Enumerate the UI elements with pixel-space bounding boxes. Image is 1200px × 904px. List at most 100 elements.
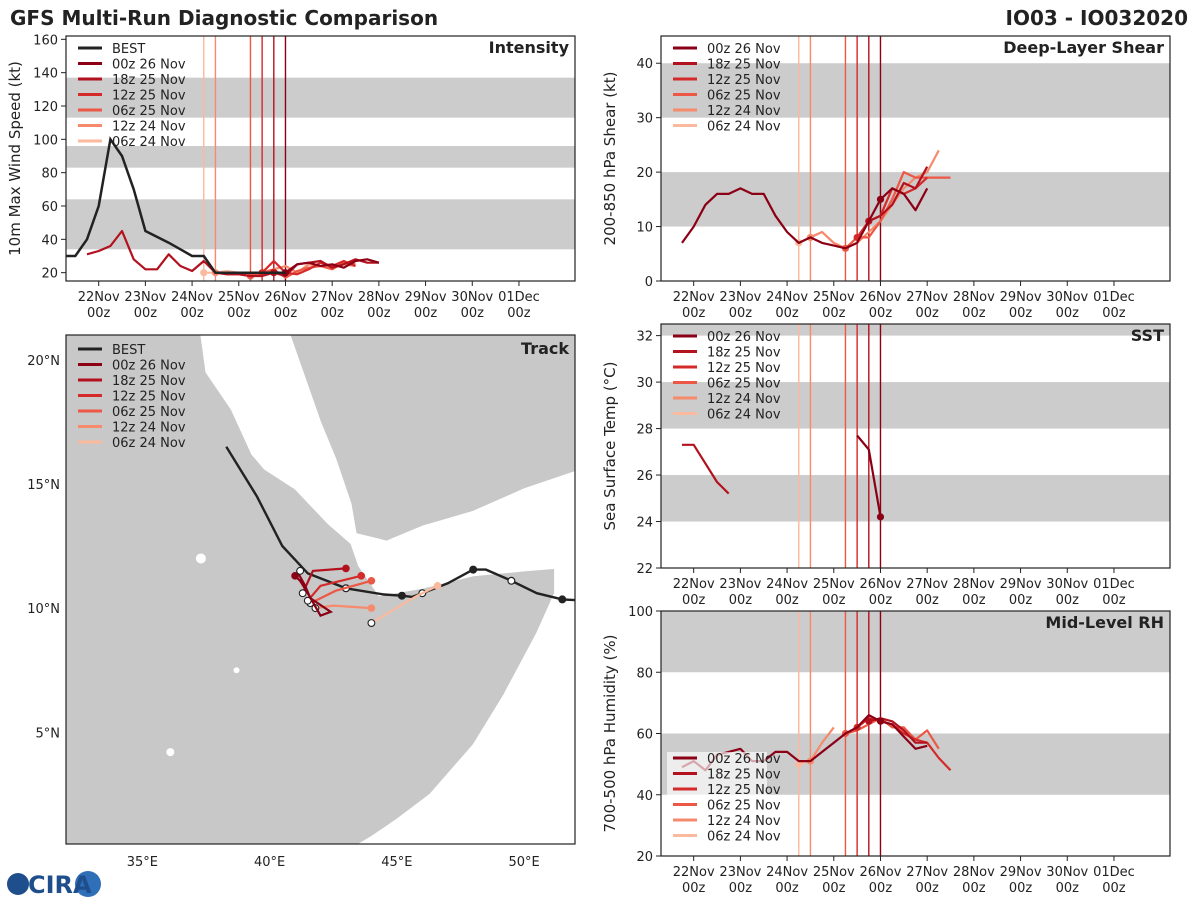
intensity-series-1 [86, 229, 379, 278]
sst-legend-label: 12z 25 Nov [707, 361, 781, 376]
intensity-legend-label: 12z 24 Nov [112, 120, 186, 135]
rh-xtick-hour: 00z [682, 881, 706, 896]
track-best-point [558, 595, 567, 604]
shear-xtick-date: 29Nov [1000, 290, 1042, 305]
intensity-xtick-hour: 00z [227, 306, 251, 321]
intensity-xtick-hour: 00z [461, 306, 485, 321]
rh-xtick-date: 30Nov [1046, 865, 1088, 880]
sst-legend-label: 06z 24 Nov [707, 408, 781, 423]
track-series-end-4 [367, 604, 376, 612]
shear-xtick-date: 25Nov [813, 290, 855, 305]
intensity-band-2 [66, 77, 575, 118]
shear-ytick-label: 30 [636, 112, 653, 127]
sst-ytick-label: 32 [636, 330, 653, 345]
sst-band-1 [661, 382, 1170, 429]
intensity-ytick-label: 140 [33, 67, 58, 82]
rh-panel: 2040608010022Nov00z23Nov00z24Nov00z25Nov… [601, 605, 1171, 896]
sst-series-1 [682, 443, 730, 495]
intensity-xtick-date: 01Dec [498, 290, 540, 305]
intensity-band-1 [66, 146, 575, 168]
shear-xtick-hour: 00z [822, 306, 846, 321]
track-xtick-label: 40°E [254, 855, 285, 870]
sst-xtick-hour: 00z [869, 593, 893, 608]
intensity-xtick-hour: 00z [320, 306, 344, 321]
sst-xtick-date: 22Nov [673, 577, 715, 592]
rh-legend-label: 12z 24 Nov [707, 814, 781, 829]
shear-xtick-date: 01Dec [1093, 290, 1135, 305]
rh-xtick-date: 28Nov [953, 865, 995, 880]
sst-init-point-0 [876, 513, 885, 521]
sst-xtick-hour: 00z [962, 593, 986, 608]
track-series-0 [294, 569, 334, 617]
rh-xtick-date: 22Nov [673, 865, 715, 880]
shear-xtick-hour: 00z [1102, 306, 1126, 321]
sst-legend-label: 06z 25 Nov [707, 377, 781, 392]
track-land-0 [66, 335, 556, 844]
intensity-title: Intensity [489, 38, 570, 57]
intensity-legend-label: 00z 26 Nov [112, 58, 186, 73]
sst-xtick-date: 23Nov [719, 577, 761, 592]
shear-frame [660, 35, 1171, 282]
shear-xtick-date: 27Nov [906, 290, 948, 305]
rh-legend-bg [667, 798, 767, 814]
track-ytick-label: 5°N [36, 726, 61, 741]
shear-xtick-hour: 00z [729, 306, 753, 321]
track-series-start-5 [367, 619, 376, 627]
rh-legend-bg [667, 829, 767, 845]
track-legend-label: 12z 25 Nov [112, 390, 186, 405]
shear-series-1 [868, 166, 929, 223]
rh-xtick-hour: 00z [1056, 881, 1080, 896]
track-legend-label: 06z 25 Nov [112, 405, 186, 420]
shear-legend-label: 00z 26 Nov [707, 42, 781, 57]
track-legend-label: BEST [112, 343, 145, 358]
rh-series-4 [809, 726, 835, 762]
sst-legend-label: 00z 26 Nov [707, 330, 781, 345]
track-series-5 [370, 584, 439, 624]
sst-panel: 22242628303222Nov00z23Nov00z24Nov00z25No… [601, 323, 1171, 608]
track-map-group [66, 335, 575, 844]
sst-series-group [682, 434, 885, 521]
track-land-1 [289, 335, 575, 542]
rh-ytick-label: 100 [628, 605, 653, 620]
track-xtick-label: 45°E [381, 855, 412, 870]
rh-legend-label: 00z 26 Nov [707, 752, 781, 767]
intensity-xtick-date: 30Nov [451, 290, 493, 305]
intensity-xtick-date: 25Nov [218, 290, 260, 305]
shear-legend-label: 12z 24 Nov [707, 104, 781, 119]
shear-init-point-0 [876, 195, 885, 203]
rh-legend-label: 06z 25 Nov [707, 799, 781, 814]
sst-ytick-label: 30 [636, 376, 653, 391]
track-best-point [507, 576, 516, 585]
intensity-best-track [66, 136, 286, 274]
intensity-init-point-5 [200, 269, 208, 277]
sst-frame [660, 323, 1171, 569]
rh-ytick-label: 60 [636, 728, 653, 743]
intensity-ytick-label: 60 [41, 200, 58, 215]
rh-legend-bg [667, 814, 767, 830]
sst-xtick-date: 28Nov [953, 577, 995, 592]
rh-ylabel: 700-500 hPa Humidity (%) [601, 634, 619, 832]
intensity-xtick-date: 22Nov [78, 290, 120, 305]
sst-xtick-date: 26Nov [860, 577, 902, 592]
intensity-legend-label: 12z 25 Nov [112, 89, 186, 104]
sst-xtick-date: 30Nov [1046, 577, 1088, 592]
track-legend-label: 00z 26 Nov [112, 359, 186, 374]
intensity-xtick-hour: 00z [274, 306, 298, 321]
track-xtick-label: 35°E [127, 855, 158, 870]
rh-title: Mid-Level RH [1045, 613, 1164, 632]
shear-xtick-date: 22Nov [673, 290, 715, 305]
shear-title: Deep-Layer Shear [1003, 38, 1164, 57]
sst-ytick-label: 28 [636, 423, 653, 438]
rh-xtick-date: 23Nov [719, 865, 761, 880]
intensity-legend-label: BEST [112, 42, 145, 57]
shear-band-0 [661, 172, 1170, 227]
shear-ytick-label: 20 [636, 166, 653, 181]
sst-xtick-hour: 00z [682, 593, 706, 608]
sst-title: SST [1131, 326, 1164, 345]
track-ytick-label: 15°N [27, 478, 60, 493]
track-best-point [397, 591, 406, 600]
intensity-band-0 [66, 199, 575, 250]
